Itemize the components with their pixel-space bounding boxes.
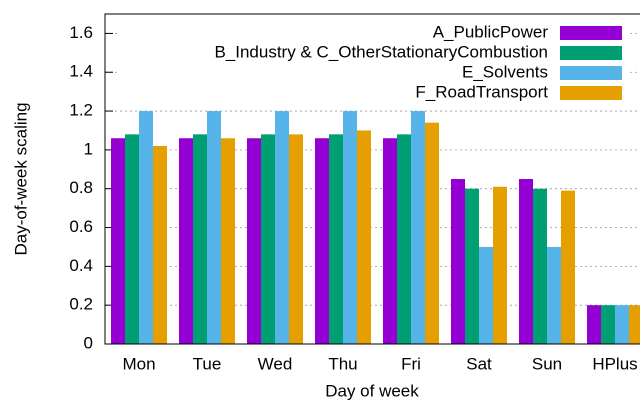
x-tick-label: Thu [328,354,357,373]
bar [153,146,167,344]
y-tick-label: 1.2 [69,101,93,120]
bar [479,246,493,344]
bar [111,138,125,344]
plot-frame [104,13,640,345]
x-tick-label: Sun [532,354,562,373]
legend-label: E_Solvents [462,62,548,81]
y-tick-label: 0.4 [69,256,93,275]
bar [193,134,207,344]
bar [221,138,235,344]
x-tick-label: HPlus [592,354,637,373]
bar [519,179,533,344]
bar [207,111,221,344]
y-tick-label: 1 [84,139,93,158]
bar [247,138,261,344]
y-tick-label: 0 [84,333,93,352]
bar [315,138,329,344]
bar [275,111,289,344]
legend-bg [120,83,630,103]
bar [451,179,465,344]
legend-bg [120,43,630,63]
legend-bg [120,23,630,43]
bar [125,134,139,344]
y-axis-label: Day-of-week scaling [11,102,30,255]
legend-bg [120,63,630,83]
bar [179,138,193,344]
bar [411,111,425,344]
legend-label: B_Industry & C_OtherStationaryCombustion [214,42,548,61]
bar [425,122,439,345]
bar [615,305,629,344]
legend-swatch [560,26,622,40]
bar [561,190,575,344]
bar [533,188,547,344]
x-tick-label: Mon [122,354,155,373]
bar [261,134,275,344]
legend-label: F_RoadTransport [415,82,548,101]
bar [139,111,153,344]
y-tick-label: 0.2 [69,295,93,314]
bar [493,186,507,344]
x-axis-label: Day of week [325,381,419,400]
x-tick-label: Tue [193,354,222,373]
bar [587,305,601,344]
bar [465,188,479,344]
bar [383,138,397,344]
x-tick-label: Fri [401,354,421,373]
bar [343,111,357,344]
y-tick-label: 1.6 [69,23,93,42]
legend-label: A_PublicPower [433,22,549,41]
bar [601,305,615,344]
x-tick-label: Sat [466,354,492,373]
bar [357,130,371,344]
y-tick-label: 1.4 [69,62,93,81]
legend-swatch [560,46,622,60]
bar [289,134,303,344]
x-tick-label: Wed [258,354,293,373]
legend-swatch [560,86,622,100]
bar [547,246,561,344]
bar [397,134,411,344]
bar [629,305,640,344]
legend-swatch [560,66,622,80]
bar [329,134,343,344]
y-tick-label: 0.8 [69,178,93,197]
y-tick-label: 0.6 [69,217,93,236]
